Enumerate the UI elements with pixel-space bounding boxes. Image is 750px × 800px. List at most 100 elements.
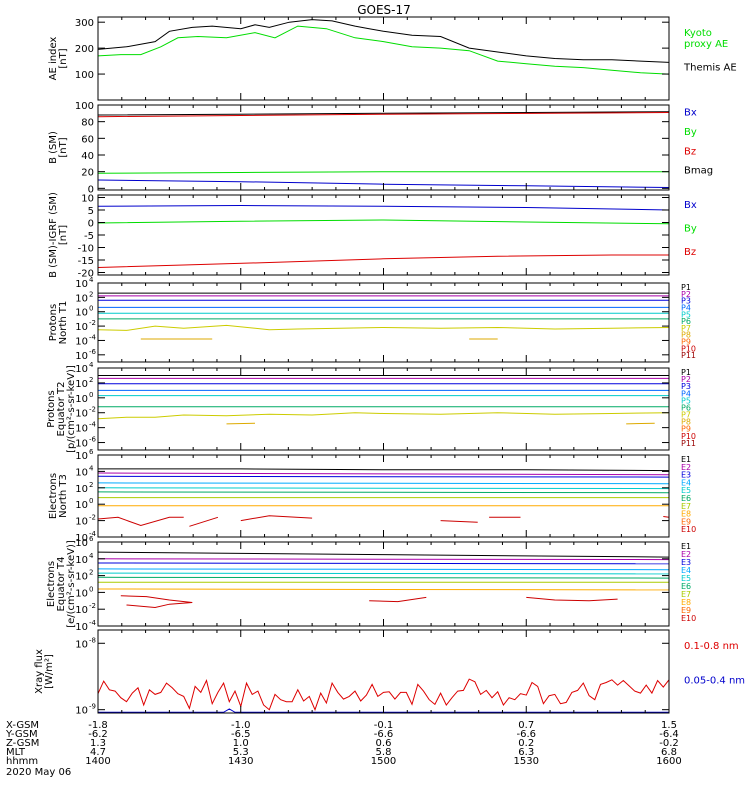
y-axis-label: Protons xyxy=(48,304,59,341)
series-group xyxy=(98,292,669,340)
series-group xyxy=(98,375,669,425)
y-tick-label: 10 xyxy=(75,279,88,290)
y-tick-label: 10 xyxy=(75,706,88,717)
series-line-bx xyxy=(98,204,669,211)
series-line-e4 xyxy=(98,568,669,571)
series-line-e5 xyxy=(98,487,669,490)
series-line-e9 xyxy=(440,520,478,523)
orbit-value: -1.0 xyxy=(231,720,251,731)
channel-label: E1 xyxy=(681,542,691,551)
y-tick-label: 10 xyxy=(75,451,88,462)
orbit-value: -6.2 xyxy=(88,729,108,740)
orbit-value: 5.3 xyxy=(233,747,249,758)
orbit-value: 0.7 xyxy=(518,720,534,731)
y-tick-exponent: 4 xyxy=(89,552,94,560)
series-line-themis-ae xyxy=(98,19,669,63)
y-tick-label: 10 xyxy=(75,622,88,633)
orbit-value: 1430 xyxy=(228,756,253,767)
orbit-value: -6.4 xyxy=(659,729,679,740)
orbit-value: 1.0 xyxy=(233,738,249,749)
channel-label: E6 xyxy=(681,582,691,591)
y-tick-exponent: 6 xyxy=(89,535,94,543)
orbit-value: 1.3 xyxy=(90,738,106,749)
channel-label: P2 xyxy=(681,375,691,384)
y-tick-label: 5 xyxy=(88,206,94,217)
orbit-value: 6.8 xyxy=(661,747,677,758)
panel-frame xyxy=(97,194,670,276)
channel-label: P4 xyxy=(681,389,691,398)
y-tick-label: 20 xyxy=(81,168,94,179)
channel-label: P5 xyxy=(681,310,691,319)
orbit-value: 0.2 xyxy=(518,738,534,749)
legend-entry: Bz xyxy=(684,146,696,157)
channel-label: E7 xyxy=(681,502,691,511)
channel-label: P5 xyxy=(681,396,691,405)
series-line-p8 xyxy=(226,422,256,425)
channel-label: P8 xyxy=(681,418,691,427)
y-tick-exponent: -9 xyxy=(89,703,96,711)
y-tick-label: 0 xyxy=(88,219,94,230)
y-tick-label: 10 xyxy=(75,467,88,478)
orbit-value: -0.2 xyxy=(659,738,679,749)
panel-bsm: 0 20 40 60 80 100 B (SM) [nT] Bx By Bz Bmag xyxy=(48,101,713,195)
legend-entry: Bz xyxy=(684,247,696,258)
legend-entry: Themis AE xyxy=(683,63,737,74)
y-tick-exponent: -2 xyxy=(89,514,96,522)
panel-frame xyxy=(97,282,670,363)
y-tick-label: 200 xyxy=(75,44,94,55)
orbit-value: 0.6 xyxy=(376,738,392,749)
y-tick-label: 10 xyxy=(75,439,88,450)
orbit-value: 4.7 xyxy=(90,747,106,758)
channel-label: E10 xyxy=(681,525,696,534)
channel-label: P6 xyxy=(681,403,691,412)
y-axis-label: Electrons xyxy=(46,561,57,607)
y-tick-exponent: 2 xyxy=(89,569,93,577)
y-axis-label: [nT] xyxy=(58,137,69,157)
channel-label: P10 xyxy=(681,432,696,441)
y-tick-exponent: 4 xyxy=(89,361,94,369)
channel-label: E4 xyxy=(681,566,691,575)
y-tick-label: 10 xyxy=(75,500,88,511)
series-line-e4 xyxy=(98,482,669,485)
y-tick-label: 100 xyxy=(75,70,94,81)
y-tick-exponent: -8 xyxy=(89,636,96,644)
y-tick-label: 10 xyxy=(75,322,88,333)
y-tick-label: 300 xyxy=(75,18,94,29)
series-line-bz xyxy=(98,254,669,268)
series-line-e9 xyxy=(98,516,184,527)
channel-label: E2 xyxy=(681,463,691,472)
orbit-value: 1400 xyxy=(85,756,110,767)
legend-entry: By xyxy=(684,223,697,234)
y-tick-label: 10 xyxy=(75,639,88,650)
panel-frame xyxy=(97,367,670,451)
panel-frame xyxy=(97,629,670,714)
orbit-value: 1530 xyxy=(514,756,539,767)
channel-label: E8 xyxy=(681,510,691,519)
y-tick-label: -5 xyxy=(84,231,94,242)
orbit-value: -6.6 xyxy=(516,729,536,740)
y-axis-label: Electrons xyxy=(48,473,59,519)
channel-label: E2 xyxy=(681,550,691,559)
y-tick-exponent: -2 xyxy=(89,406,96,414)
y-tick-label: 10 xyxy=(75,538,88,549)
channel-label: P9 xyxy=(681,425,691,434)
series-line-e2 xyxy=(98,558,669,561)
series-line-e1 xyxy=(98,468,669,472)
y-axis-label: North T1 xyxy=(58,301,69,345)
channel-label: P11 xyxy=(681,351,696,360)
orbit-value: 5.8 xyxy=(376,747,392,758)
channel-label: P3 xyxy=(681,382,691,391)
series-group xyxy=(98,19,669,75)
y-tick-label: 0 xyxy=(88,184,94,195)
orbit-value: -6.6 xyxy=(374,729,394,740)
legend-entry: Kyoto xyxy=(684,28,712,39)
y-tick-label: 10 xyxy=(75,394,88,405)
series-line-bz xyxy=(98,112,669,118)
channel-label: P7 xyxy=(681,411,691,420)
series-line-e5 xyxy=(98,572,669,575)
